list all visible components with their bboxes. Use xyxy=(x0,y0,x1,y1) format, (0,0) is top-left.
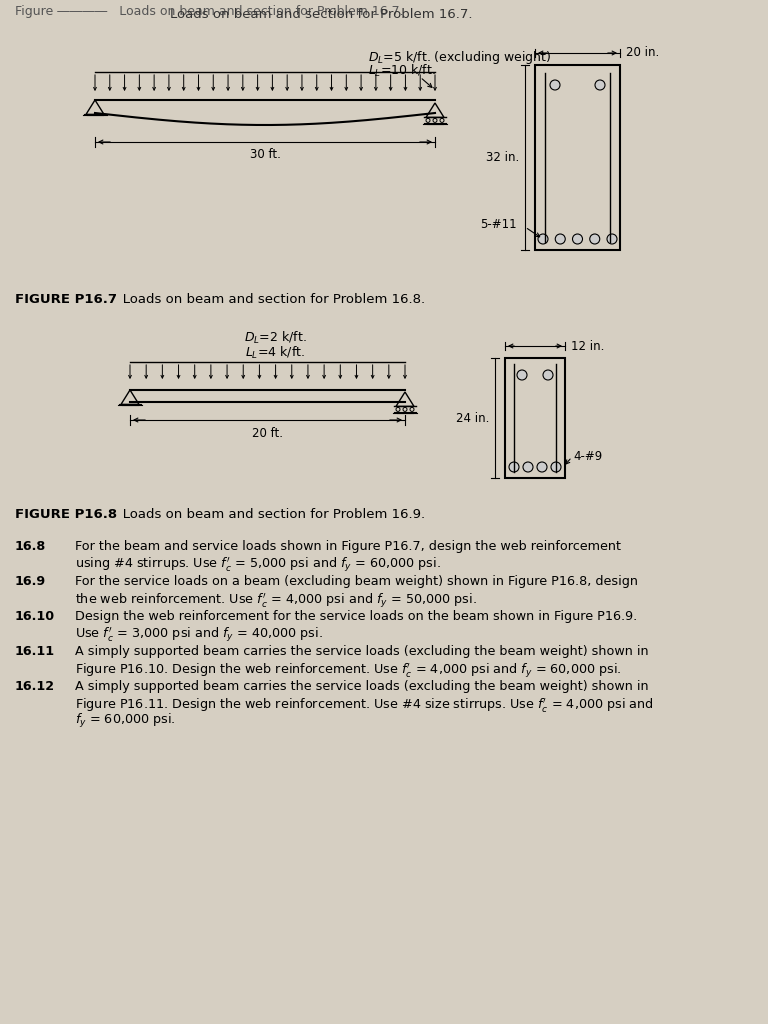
Text: 20 in.: 20 in. xyxy=(626,46,659,59)
Text: A simply supported beam carries the service loads (excluding the beam weight) sh: A simply supported beam carries the serv… xyxy=(75,680,649,693)
Text: $D_L$=2 k/ft.: $D_L$=2 k/ft. xyxy=(243,330,306,346)
Text: Figure ――――   Loads on beam and section for Problem 16.7.: Figure ―――― Loads on beam and section fo… xyxy=(15,5,404,18)
Text: 5-#11: 5-#11 xyxy=(480,218,517,231)
Text: 16.9: 16.9 xyxy=(15,575,46,588)
Text: Figure P16.11. Design the web reinforcement. Use #4 size stirrups. Use $f_c^\pri: Figure P16.11. Design the web reinforcem… xyxy=(75,696,654,714)
Bar xyxy=(535,65,620,250)
Circle shape xyxy=(517,370,527,380)
Text: $D_L$=5 k/ft. (excluding weight): $D_L$=5 k/ft. (excluding weight) xyxy=(368,48,551,66)
Text: 4-#9: 4-#9 xyxy=(573,450,602,463)
Text: $f_y$ = 60,000 psi.: $f_y$ = 60,000 psi. xyxy=(75,712,176,730)
Text: Design the web reinforcement for the service loads on the beam shown in Figure P: Design the web reinforcement for the ser… xyxy=(75,610,637,623)
Text: $L_L$=4 k/ft.: $L_L$=4 k/ft. xyxy=(245,345,305,361)
Text: Loads on beam and section for Problem 16.9.: Loads on beam and section for Problem 16… xyxy=(110,508,425,521)
Text: 32 in.: 32 in. xyxy=(485,151,519,164)
Text: FIGURE P16.7: FIGURE P16.7 xyxy=(15,293,117,306)
Circle shape xyxy=(607,234,617,244)
Text: 30 ft.: 30 ft. xyxy=(250,148,280,161)
Circle shape xyxy=(595,80,605,90)
Text: 12 in.: 12 in. xyxy=(571,340,604,352)
Circle shape xyxy=(538,234,548,244)
Text: 24 in.: 24 in. xyxy=(455,412,489,425)
Circle shape xyxy=(590,234,600,244)
Text: using #4 stirrups. Use $f_c^\prime$ = 5,000 psi and $f_y$ = 60,000 psi.: using #4 stirrups. Use $f_c^\prime$ = 5,… xyxy=(75,556,441,574)
Text: 16.8: 16.8 xyxy=(15,540,46,553)
Text: Loads on beam and section for Problem 16.8.: Loads on beam and section for Problem 16… xyxy=(110,293,425,306)
Text: 16.12: 16.12 xyxy=(15,680,55,693)
Text: A simply supported beam carries the service loads (excluding the beam weight) sh: A simply supported beam carries the serv… xyxy=(75,645,649,658)
Text: $L_L$=10 k/ft.: $L_L$=10 k/ft. xyxy=(368,62,436,79)
Text: Loads on beam and section for Problem 16.7.: Loads on beam and section for Problem 16… xyxy=(170,8,472,22)
Text: For the service loads on a beam (excluding beam weight) shown in Figure P16.8, d: For the service loads on a beam (excludi… xyxy=(75,575,638,588)
Circle shape xyxy=(555,234,565,244)
Circle shape xyxy=(523,462,533,472)
Text: the web reinforcement. Use $f_c^\prime$ = 4,000 psi and $f_y$ = 50,000 psi.: the web reinforcement. Use $f_c^\prime$ … xyxy=(75,591,477,609)
Text: Figure P16.10. Design the web reinforcement. Use $f_c^\prime$ = 4,000 psi and $f: Figure P16.10. Design the web reinforcem… xyxy=(75,662,621,680)
Text: 16.11: 16.11 xyxy=(15,645,55,658)
Circle shape xyxy=(572,234,582,244)
Circle shape xyxy=(537,462,547,472)
Text: 16.10: 16.10 xyxy=(15,610,55,623)
Text: Use $f_c^\prime$ = 3,000 psi and $f_y$ = 40,000 psi.: Use $f_c^\prime$ = 3,000 psi and $f_y$ =… xyxy=(75,626,323,644)
Circle shape xyxy=(550,80,560,90)
Text: For the beam and service loads shown in Figure P16.7, design the web reinforceme: For the beam and service loads shown in … xyxy=(75,540,621,553)
Circle shape xyxy=(551,462,561,472)
Circle shape xyxy=(543,370,553,380)
Circle shape xyxy=(509,462,519,472)
Bar xyxy=(505,358,565,478)
Text: FIGURE P16.8: FIGURE P16.8 xyxy=(15,508,118,521)
Text: 20 ft.: 20 ft. xyxy=(252,427,283,440)
